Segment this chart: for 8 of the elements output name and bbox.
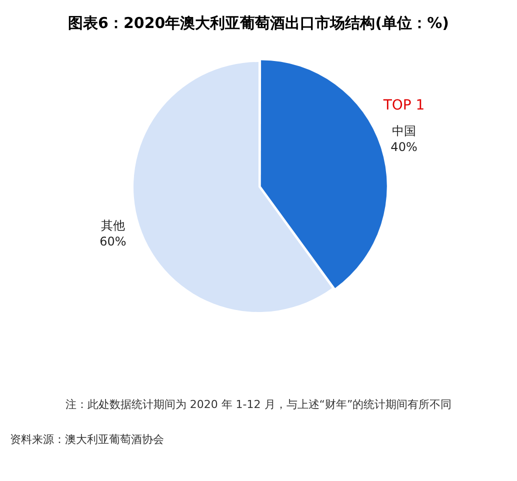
- chart-title: 图表6：2020年澳大利亚葡萄酒出口市场结构(单位：%): [67, 13, 450, 34]
- text: 资料来源：澳大利亚葡萄酒协会: [9, 432, 165, 447]
- data-label: 60%: [100, 234, 126, 248]
- text: 注：此处数据统计期间为 2020 年 1-12 月，与上述“财年”的统计期间有所不同: [64, 397, 453, 412]
- slice-label: 其他: [100, 218, 125, 232]
- data-label: 40%: [390, 140, 418, 154]
- slice-label: 中国: [392, 124, 416, 138]
- text: TOP 1: [383, 97, 425, 114]
